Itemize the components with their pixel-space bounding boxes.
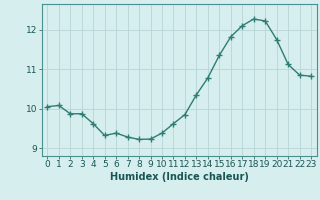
X-axis label: Humidex (Indice chaleur): Humidex (Indice chaleur) [110, 172, 249, 182]
